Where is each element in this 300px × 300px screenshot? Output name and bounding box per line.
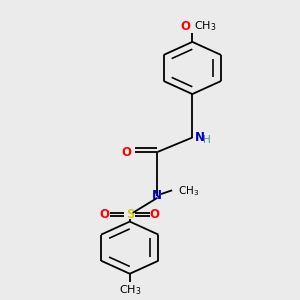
Text: N: N (195, 131, 205, 144)
Text: CH$_3$: CH$_3$ (118, 283, 141, 297)
Text: H: H (202, 135, 210, 145)
Text: CH$_3$: CH$_3$ (178, 184, 199, 198)
Text: CH$_3$: CH$_3$ (194, 19, 217, 33)
Text: N: N (152, 189, 162, 202)
Text: O: O (122, 146, 132, 158)
Text: O: O (100, 208, 110, 221)
Text: O: O (150, 208, 160, 221)
Text: S: S (126, 208, 134, 221)
Text: O: O (181, 20, 190, 33)
